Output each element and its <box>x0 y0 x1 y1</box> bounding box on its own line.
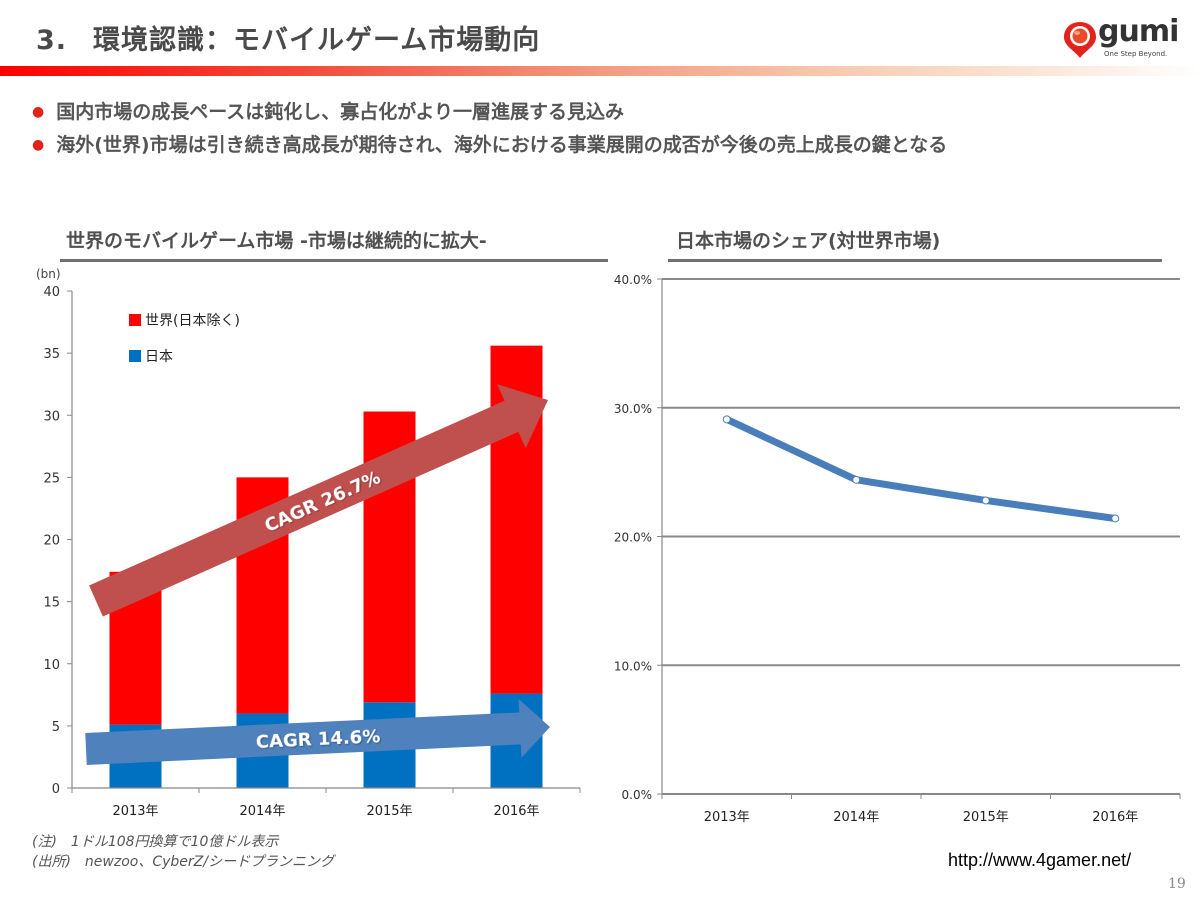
y-tick-label: 0 <box>52 782 60 797</box>
share-point-2014 <box>852 475 861 484</box>
page-number: 19 <box>1168 876 1186 892</box>
logo-wordmark: gumi <box>1098 14 1179 49</box>
right-chart-title: 日本市場のシェア(対世界市場) <box>676 230 941 252</box>
y-tick-label: 40 <box>43 285 60 300</box>
slide-title: 3. 環境認識：モバイルゲーム市場動向 <box>36 18 540 57</box>
footnotes: (注) 1ドル108円換算で10億ドル表示 (出所) newzoo、CyberZ… <box>32 832 334 872</box>
x-tick-label: 2013年 <box>704 810 750 825</box>
y-tick-label: 10 <box>43 658 60 673</box>
y-tick-label: 20.0% <box>614 531 652 545</box>
logo-tagline: One Step Beyond. <box>1104 50 1168 58</box>
y-axis-unit-label: (bn) <box>36 267 61 281</box>
share-point-2016 <box>1111 514 1120 523</box>
gumi-logo: gumi One Step Beyond. <box>1062 14 1182 64</box>
bullet-text: 国内市場の成長ペースは鈍化し、寡占化がより一層進展する見込み <box>56 101 624 123</box>
y-tick-label: 40.0% <box>614 273 652 287</box>
y-tick-label: 0.0% <box>622 788 653 802</box>
title-gradient-bar <box>0 66 1200 76</box>
left-chart-title: 世界のモバイルゲーム市場 -市場は継続的に拡大- <box>66 230 487 252</box>
source-url: http://www.4gamer.net/ <box>948 850 1132 870</box>
title-number: 3. <box>36 25 68 56</box>
y-tick-label: 30.0% <box>614 402 652 416</box>
x-tick-label: 2013年 <box>112 804 158 819</box>
legend-label: 世界(日本除く) <box>145 313 240 329</box>
y-tick-label: 25 <box>43 471 60 486</box>
footnote-note: (注) 1ドル108円換算で10億ドル表示 <box>32 834 279 850</box>
x-tick-label: 2014年 <box>239 804 285 819</box>
cagr-world-arrow: CAGR 26.7% <box>89 384 549 617</box>
y-tick-label: 20 <box>43 534 60 549</box>
bullet-text: 海外(世界)市場は引き続き高成長が期待され、海外における事業展開の成否が今後の売… <box>56 134 948 156</box>
y-tick-label: 35 <box>43 347 60 362</box>
x-tick-label: 2016年 <box>493 804 539 819</box>
y-tick-label: 15 <box>43 596 60 611</box>
cagr-world-arrow-shape <box>89 384 549 617</box>
bullet-list: ● 国内市場の成長ペースは鈍化し、寡占化がより一層進展する見込み ● 海外(世界)市… <box>32 96 947 162</box>
bullet-item: ● 海外(世界)市場は引き続き高成長が期待され、海外における事業展開の成否が今後の… <box>32 129 947 162</box>
left-chart-title-rule <box>60 259 608 262</box>
x-tick-label: 2016年 <box>1092 810 1138 825</box>
share-point-2015 <box>981 496 990 505</box>
right-chart-title-rule <box>668 259 1162 262</box>
bullet-dot-icon: ● <box>32 137 45 153</box>
share-line <box>725 416 1116 522</box>
title-text: 環境認識：モバイルゲーム市場動向 <box>93 25 541 56</box>
share-point-2013 <box>722 415 731 424</box>
legend-swatch <box>129 350 141 362</box>
x-tick-label: 2015年 <box>963 810 1009 825</box>
bullet-dot-icon: ● <box>32 104 45 120</box>
cagr-japan-arrow: CAGR 14.6% <box>85 698 550 765</box>
legend-swatch <box>129 314 141 326</box>
japan-share-line-chart: 0.0% 10.0% 20.0% 30.0% 40.0% 2013年 2014年 2015年… <box>614 273 1181 825</box>
legend-label: 日本 <box>145 349 173 365</box>
gumi-logo-icon <box>1064 22 1096 58</box>
x-tick-label: 2015年 <box>366 804 412 819</box>
bullet-item: ● 国内市場の成長ペースは鈍化し、寡占化がより一層進展する見込み <box>32 96 947 129</box>
market-size-bar-chart: (bn) 0 5 10 15 20 25 30 35 40 2013年 2014年 2015年 201… <box>36 267 581 819</box>
y-tick-label: 5 <box>52 720 60 735</box>
cagr-japan-arrow-shape <box>85 698 550 765</box>
y-tick-label: 10.0% <box>614 659 652 673</box>
x-tick-label: 2014年 <box>833 810 879 825</box>
y-tick-label: 30 <box>43 409 60 424</box>
footnote-source: (出所) newzoo、CyberZ/シードプランニング <box>32 854 334 870</box>
